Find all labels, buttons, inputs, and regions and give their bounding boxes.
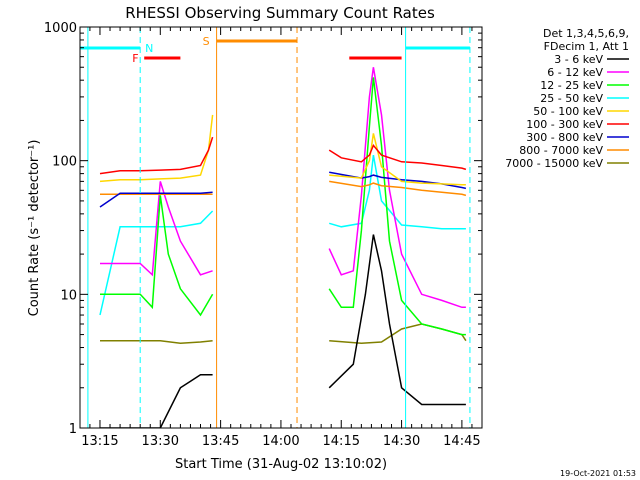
legend-entry-label: 100 - 300 keV bbox=[526, 118, 603, 131]
x-tick-label: 13:30 bbox=[142, 434, 179, 449]
y-axis-label: Count Rate (s⁻¹ detector⁻¹) bbox=[27, 140, 42, 317]
series-line bbox=[100, 195, 214, 317]
series-line bbox=[328, 77, 466, 336]
night-flag-label: N bbox=[145, 42, 153, 55]
legend-entry-label: 50 - 100 keV bbox=[533, 105, 603, 118]
series-line bbox=[99, 136, 214, 175]
x-tick-label: 13:15 bbox=[81, 434, 118, 449]
series-line bbox=[329, 180, 467, 197]
series-line bbox=[328, 143, 467, 171]
x-tick-label: 14:15 bbox=[323, 434, 360, 449]
chart-title: RHESSI Observing Summary Count Rates bbox=[125, 4, 435, 22]
y-tick-label: 1 bbox=[69, 422, 77, 437]
x-tick-label: 14:30 bbox=[383, 434, 420, 449]
footer-timestamp: 19-Oct-2021 01:53 bbox=[560, 469, 636, 478]
x-tick-label: 14:00 bbox=[262, 434, 299, 449]
series-layer bbox=[99, 67, 467, 428]
y-axis: 1 10 100 1000 bbox=[44, 21, 482, 437]
legend-entry-label: 3 - 6 keV bbox=[554, 53, 603, 66]
legend-entry-label: 6 - 12 keV bbox=[547, 66, 603, 79]
y-tick-label: 1000 bbox=[44, 21, 77, 36]
series-line bbox=[329, 171, 467, 190]
flag-layer: NF S bbox=[80, 27, 471, 428]
x-tick-label: 13:45 bbox=[202, 434, 239, 449]
series-line bbox=[328, 67, 466, 309]
x-tick-label: 14:45 bbox=[443, 434, 480, 449]
series-line bbox=[99, 191, 213, 208]
legend-entry-label: 7000 - 15000 keV bbox=[505, 157, 603, 170]
series-line bbox=[99, 210, 214, 316]
series-line bbox=[100, 181, 213, 277]
flare-flag-label: F bbox=[132, 52, 138, 65]
legend-entry-label: 300 - 800 keV bbox=[526, 131, 603, 144]
x-axis-label: Start Time (31-Aug-02 13:10:02) bbox=[175, 457, 387, 472]
legend-header: Det 1,3,4,5,6,9, bbox=[543, 27, 629, 40]
series-line bbox=[100, 339, 213, 345]
legend: Det 1,3,4,5,6,9,FDecim 1, Att 13 - 6 keV… bbox=[505, 27, 629, 170]
series-line bbox=[100, 374, 213, 428]
legend-header: FDecim 1, Att 1 bbox=[544, 40, 629, 53]
series-line bbox=[328, 154, 466, 230]
saa-flag-label: S bbox=[203, 35, 210, 48]
series-line bbox=[329, 133, 466, 186]
legend-entry-label: 12 - 25 keV bbox=[540, 79, 603, 92]
x-axis: 13:15 13:30 13:45 14:00 14:15 14:30 14:45 bbox=[81, 27, 483, 449]
series-line bbox=[328, 234, 466, 406]
legend-entry-label: 25 - 50 keV bbox=[540, 92, 603, 105]
legend-entry-label: 800 - 7000 keV bbox=[519, 144, 603, 157]
y-tick-label: 10 bbox=[60, 288, 77, 303]
y-tick-label: 100 bbox=[52, 155, 77, 170]
